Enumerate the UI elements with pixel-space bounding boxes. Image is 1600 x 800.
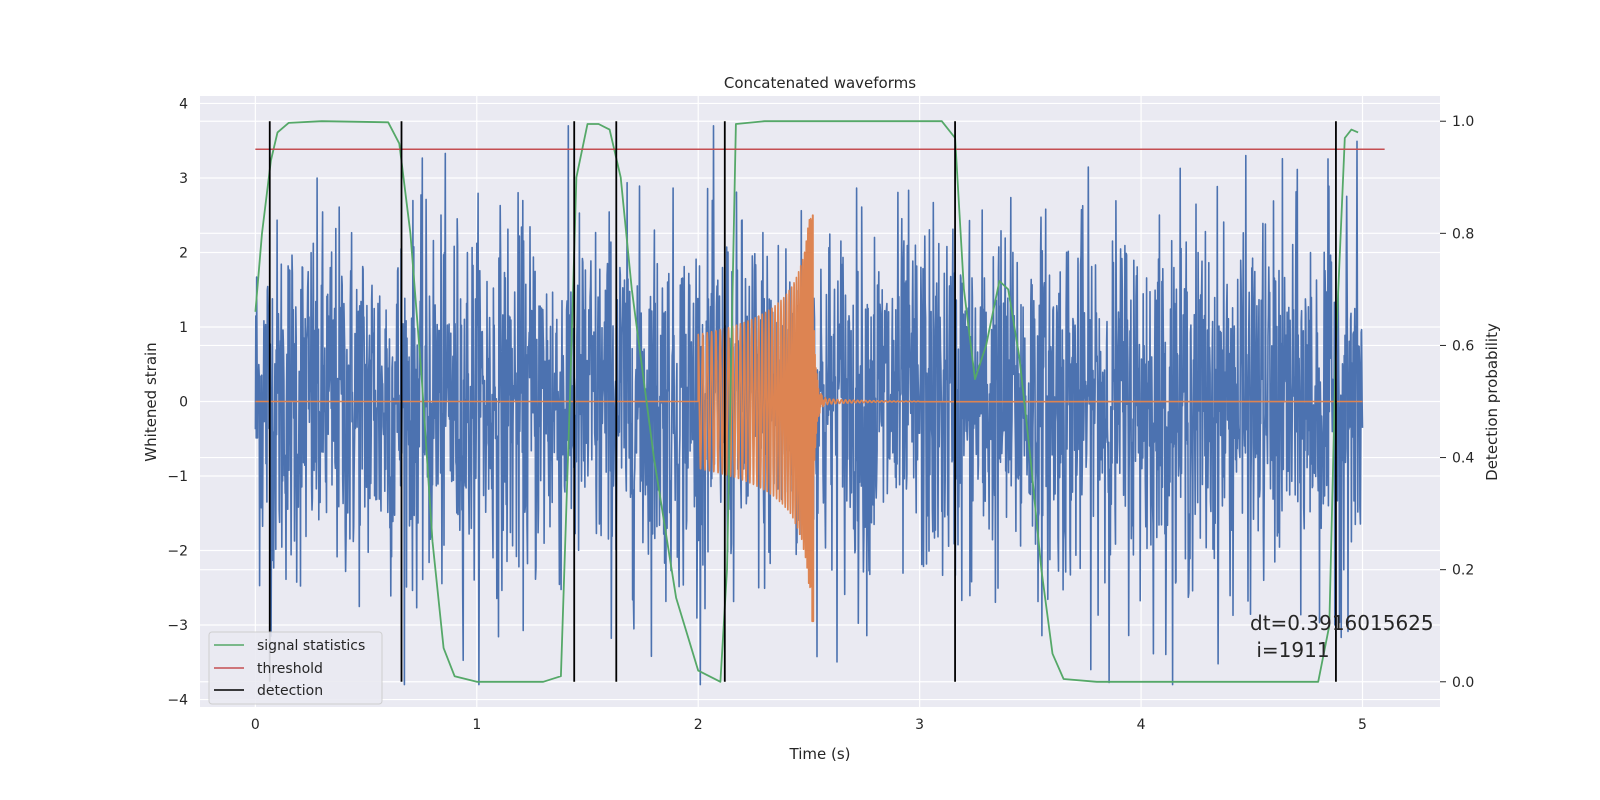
y-right-tick-label: 0.6 (1452, 338, 1474, 354)
annotation-dt: dt=0.3916015625 (1250, 611, 1434, 635)
legend-label-signal-statistics: signal statistics (257, 638, 365, 654)
series-waveform-line (255, 214, 1363, 623)
x-tick-label: 1 (472, 717, 481, 733)
series-signal-statistics-line (254, 120, 1359, 683)
y-left-tick-label: 4 (179, 96, 188, 112)
y-right-tick-label: 0.2 (1452, 563, 1474, 579)
y-left-tick-label: −3 (167, 618, 188, 634)
y-left-tick-label: 3 (179, 171, 188, 187)
y-right-tick-label: 0.0 (1452, 675, 1474, 691)
annotation-index: i=1911 (1250, 638, 1330, 662)
y-left-tick-label: −2 (167, 544, 188, 560)
plot-content (254, 120, 1385, 686)
legend-label-detection: detection (257, 683, 323, 699)
y-left-tick-label: −4 (167, 693, 188, 709)
y-left-tick-label: 0 (179, 395, 188, 411)
y-right-tick-label: 0.8 (1452, 226, 1474, 242)
y-left-tick-label: 2 (179, 245, 188, 261)
x-tick-label: 3 (915, 717, 924, 733)
y-right-tick-label: 1.0 (1452, 114, 1474, 130)
legend-box (208, 631, 383, 705)
legend-label-threshold: threshold (257, 661, 323, 677)
y-left-tick-label: 1 (179, 320, 188, 336)
y-axis-left-label: Whitened strain (142, 342, 160, 461)
chart-title: Concatenated waveforms (724, 74, 916, 92)
legend: signal statistics threshold detection (208, 631, 383, 705)
x-tick-label: 4 (1137, 717, 1146, 733)
y-axis-right-label: Detection probability (1483, 323, 1501, 481)
x-tick-label: 5 (1358, 717, 1367, 733)
x-tick-label: 2 (694, 717, 703, 733)
y-right-tick-label: 0.4 (1452, 451, 1474, 467)
x-axis-label: Time (s) (789, 745, 851, 763)
axes-labels: 0 1 2 3 4 5 −4 −3 −2 −1 0 1 2 3 4 0.0 0.2 0.4 0.6 0.8 1.0 (167, 96, 1474, 733)
y-left-tick-label: −1 (167, 469, 188, 485)
x-tick-label: 0 (251, 717, 260, 733)
